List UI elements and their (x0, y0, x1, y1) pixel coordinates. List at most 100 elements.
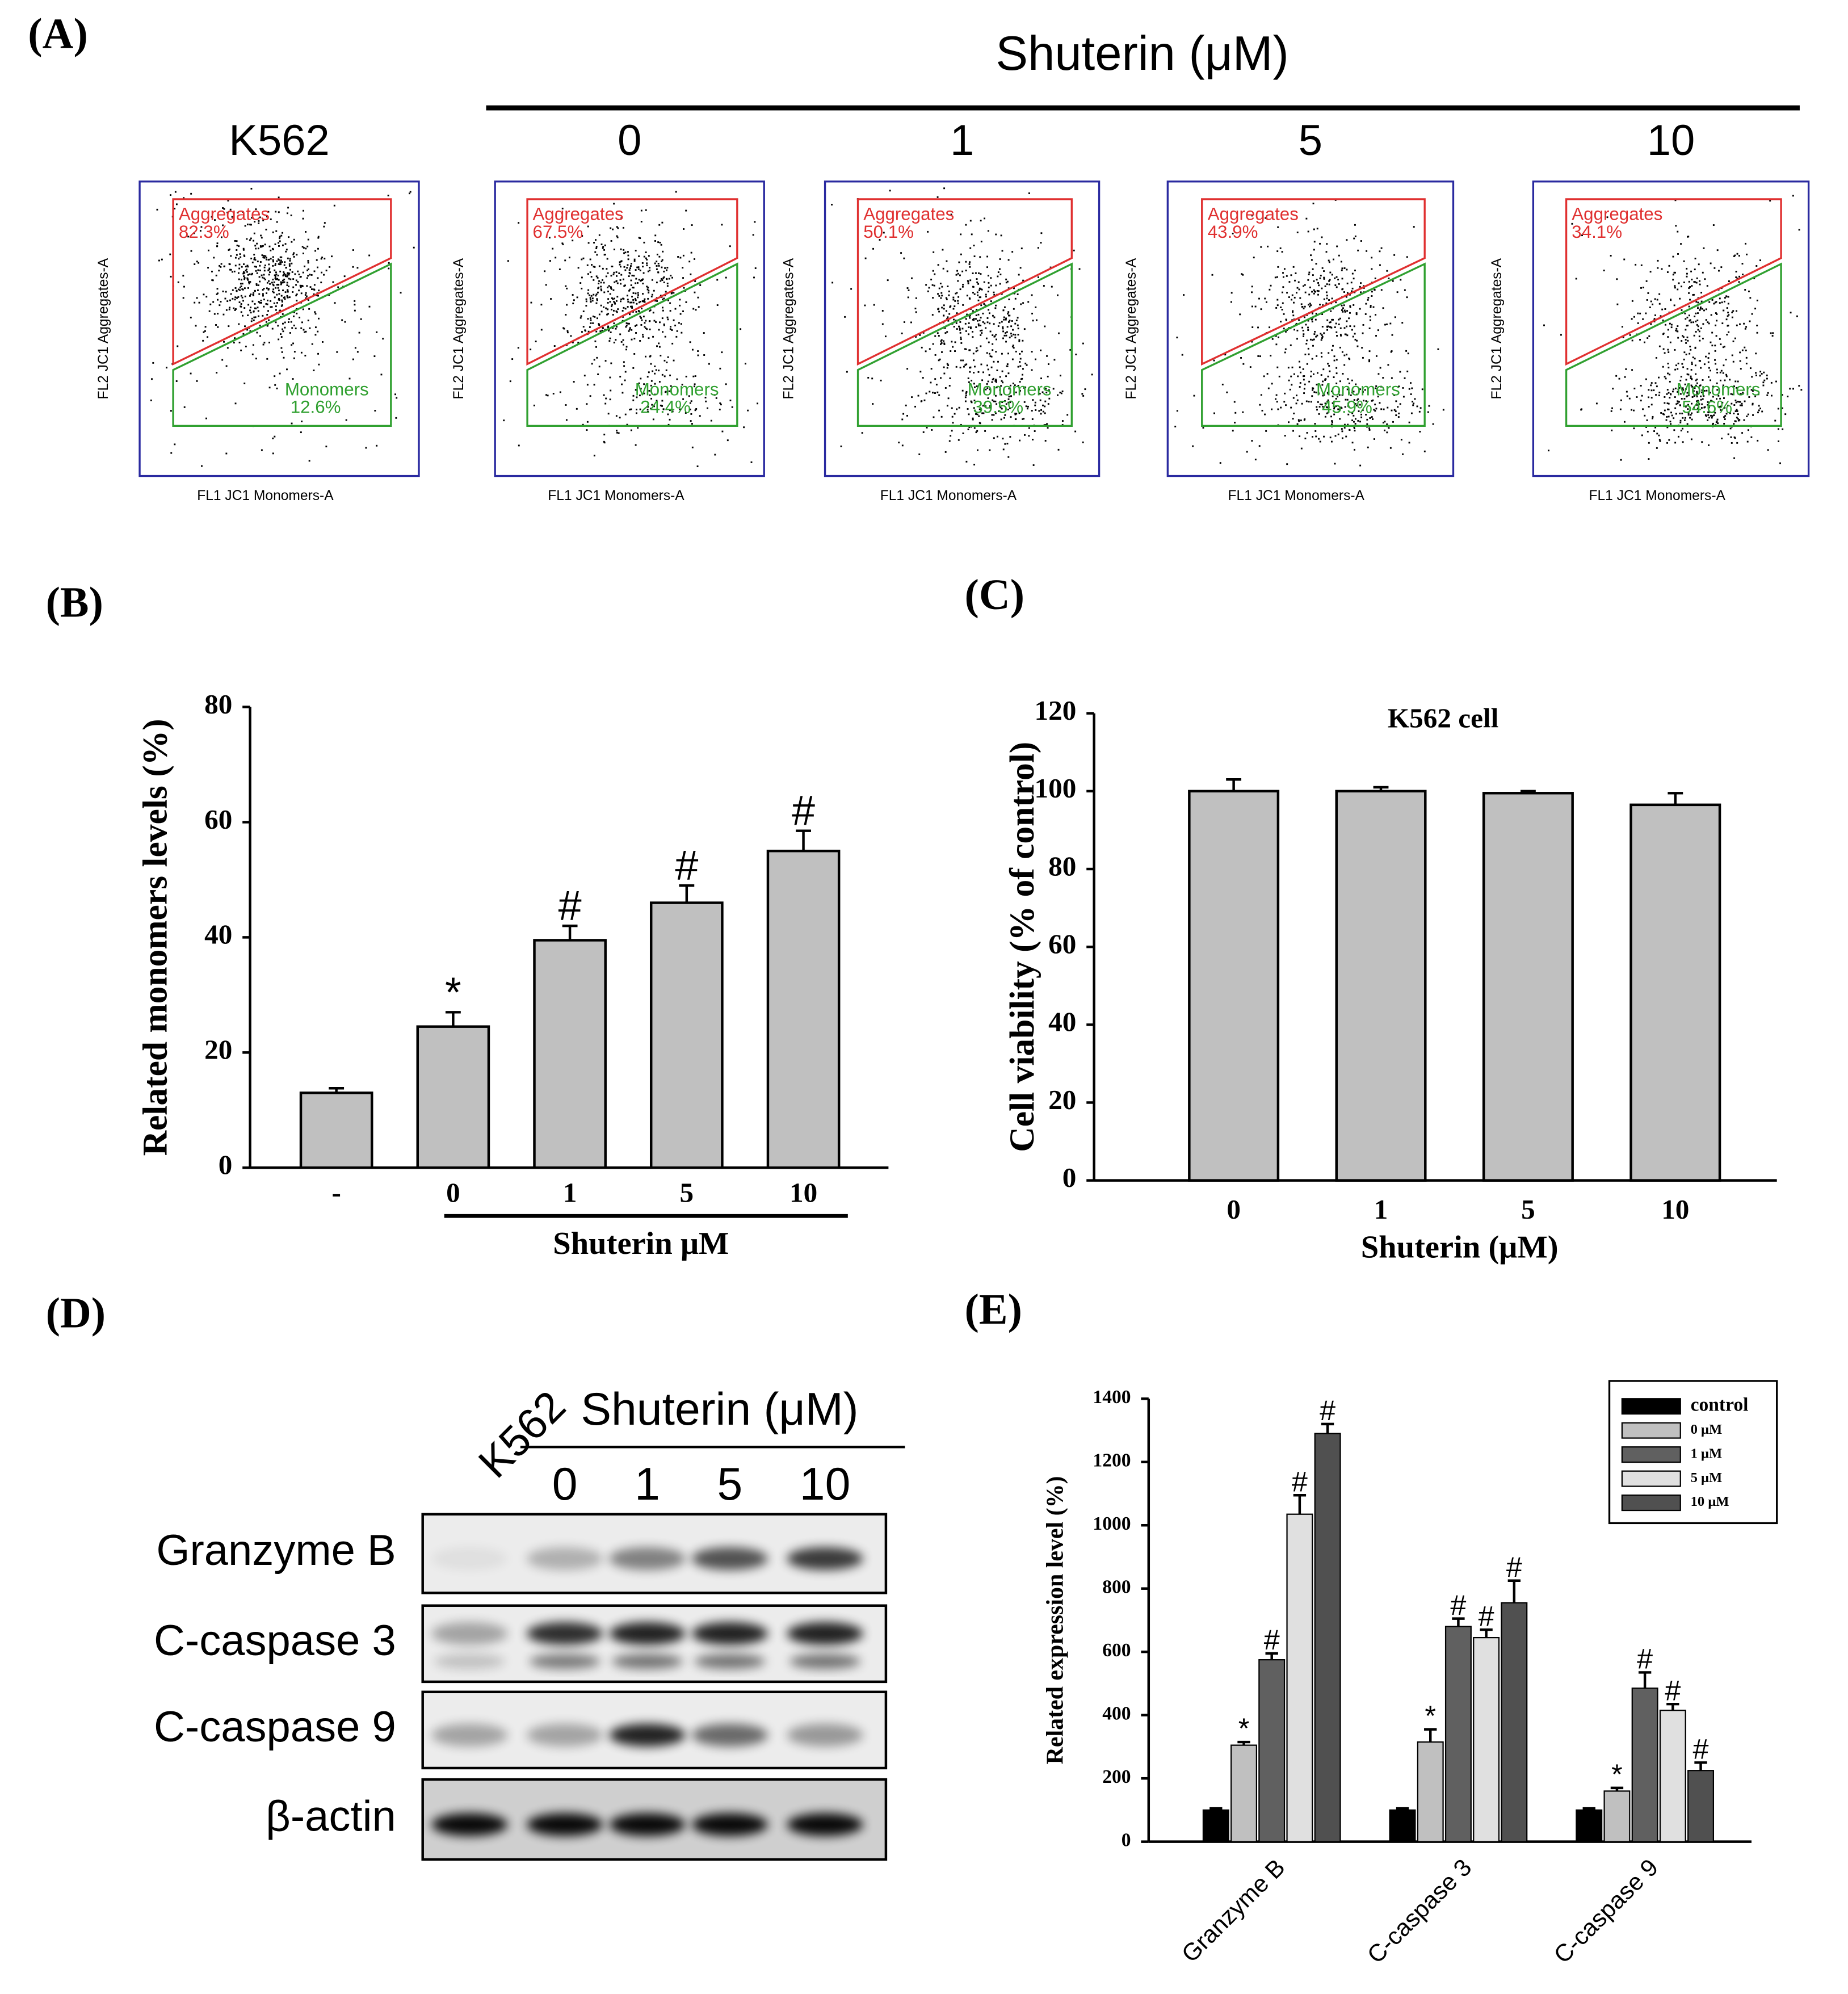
event-dot (314, 311, 316, 313)
event-dot (1710, 414, 1712, 417)
event-dot (605, 275, 607, 278)
event-dot (1002, 326, 1004, 328)
event-dot (948, 290, 950, 292)
event-dot (1001, 321, 1003, 323)
event-dot (1770, 381, 1773, 384)
bar (1501, 1602, 1528, 1842)
event-dot (260, 234, 262, 237)
event-dot (256, 331, 258, 334)
significance-mark: # (1506, 1551, 1522, 1583)
event-dot (1308, 380, 1311, 383)
event-dot (301, 246, 304, 248)
event-dot (243, 263, 245, 265)
event-dot (1696, 379, 1698, 381)
event-dot (1082, 342, 1084, 345)
bar (1286, 1513, 1313, 1842)
event-dot (1328, 352, 1330, 354)
event-dot (1672, 274, 1674, 276)
event-dot (274, 263, 276, 265)
monomers-gate (526, 262, 738, 427)
event-dot (239, 289, 241, 291)
event-dot (1702, 271, 1704, 274)
event-dot (1389, 322, 1392, 325)
event-dot (1688, 292, 1690, 294)
event-dot (625, 349, 627, 351)
event-dot (1266, 373, 1269, 375)
event-dot (409, 191, 411, 193)
event-dot (1006, 365, 1009, 367)
event-dot (1032, 464, 1035, 466)
event-dot (1653, 318, 1656, 320)
event-dot (977, 323, 980, 325)
event-dot (1616, 303, 1619, 305)
event-dot (1007, 313, 1009, 315)
event-dot (623, 252, 625, 254)
event-dot (1343, 267, 1346, 269)
event-dot (1292, 314, 1295, 317)
event-dot (1641, 394, 1643, 397)
event-dot (324, 258, 326, 260)
event-dot (995, 351, 997, 353)
event-dot (972, 272, 974, 275)
event-dot (935, 384, 938, 386)
event-dot (610, 389, 612, 392)
event-dot (992, 399, 994, 401)
event-dot (1034, 430, 1036, 432)
event-dot (583, 375, 586, 377)
blot-band (434, 1653, 506, 1669)
event-dot (354, 309, 356, 312)
event-dot (266, 325, 268, 327)
bar (299, 1092, 373, 1169)
event-dot (232, 289, 234, 291)
event-dot (962, 433, 964, 434)
event-dot (943, 372, 946, 375)
event-dot (1339, 406, 1342, 409)
event-dot (617, 308, 619, 310)
event-dot (229, 299, 231, 301)
event-dot (1082, 394, 1085, 397)
event-dot (1319, 304, 1321, 306)
event-dot (1282, 286, 1284, 288)
event-dot (624, 269, 627, 271)
event-dot (1720, 405, 1722, 408)
event-dot (1662, 348, 1665, 350)
event-dot (679, 313, 682, 315)
event-dot (1652, 303, 1654, 305)
event-dot (286, 284, 288, 286)
event-dot (1040, 377, 1042, 380)
event-dot (1300, 303, 1303, 305)
event-dot (1351, 329, 1353, 331)
event-dot (237, 296, 240, 298)
event-dot (1697, 301, 1699, 304)
x-tick-label: 10 (789, 1177, 817, 1208)
event-dot (238, 301, 241, 304)
event-dot (266, 216, 268, 218)
event-dot (1331, 349, 1333, 351)
event-dot (262, 295, 264, 297)
event-dot (1374, 277, 1376, 279)
event-dot (1421, 388, 1423, 391)
legend-swatch (1621, 1398, 1681, 1415)
event-dot (1661, 268, 1663, 270)
event-dot (1767, 392, 1769, 394)
event-dot (1043, 285, 1045, 287)
event-dot (615, 415, 618, 417)
event-dot (1335, 405, 1337, 408)
event-dot (1313, 333, 1316, 335)
x-tick-label: 0 (1227, 1194, 1241, 1225)
event-dot (961, 286, 964, 288)
event-dot (1251, 341, 1253, 343)
event-dot (1647, 337, 1649, 339)
event-dot (1359, 421, 1361, 423)
event-dot (1384, 324, 1386, 326)
event-dot (1725, 375, 1728, 377)
event-dot (914, 405, 916, 408)
event-dot (603, 306, 605, 308)
significance-mark: # (1693, 1732, 1709, 1765)
event-dot (1002, 438, 1004, 440)
event-dot (236, 245, 238, 246)
event-dot (1667, 363, 1669, 365)
event-dot (1667, 408, 1669, 410)
event-dot (272, 452, 274, 455)
event-dot (1295, 322, 1297, 325)
